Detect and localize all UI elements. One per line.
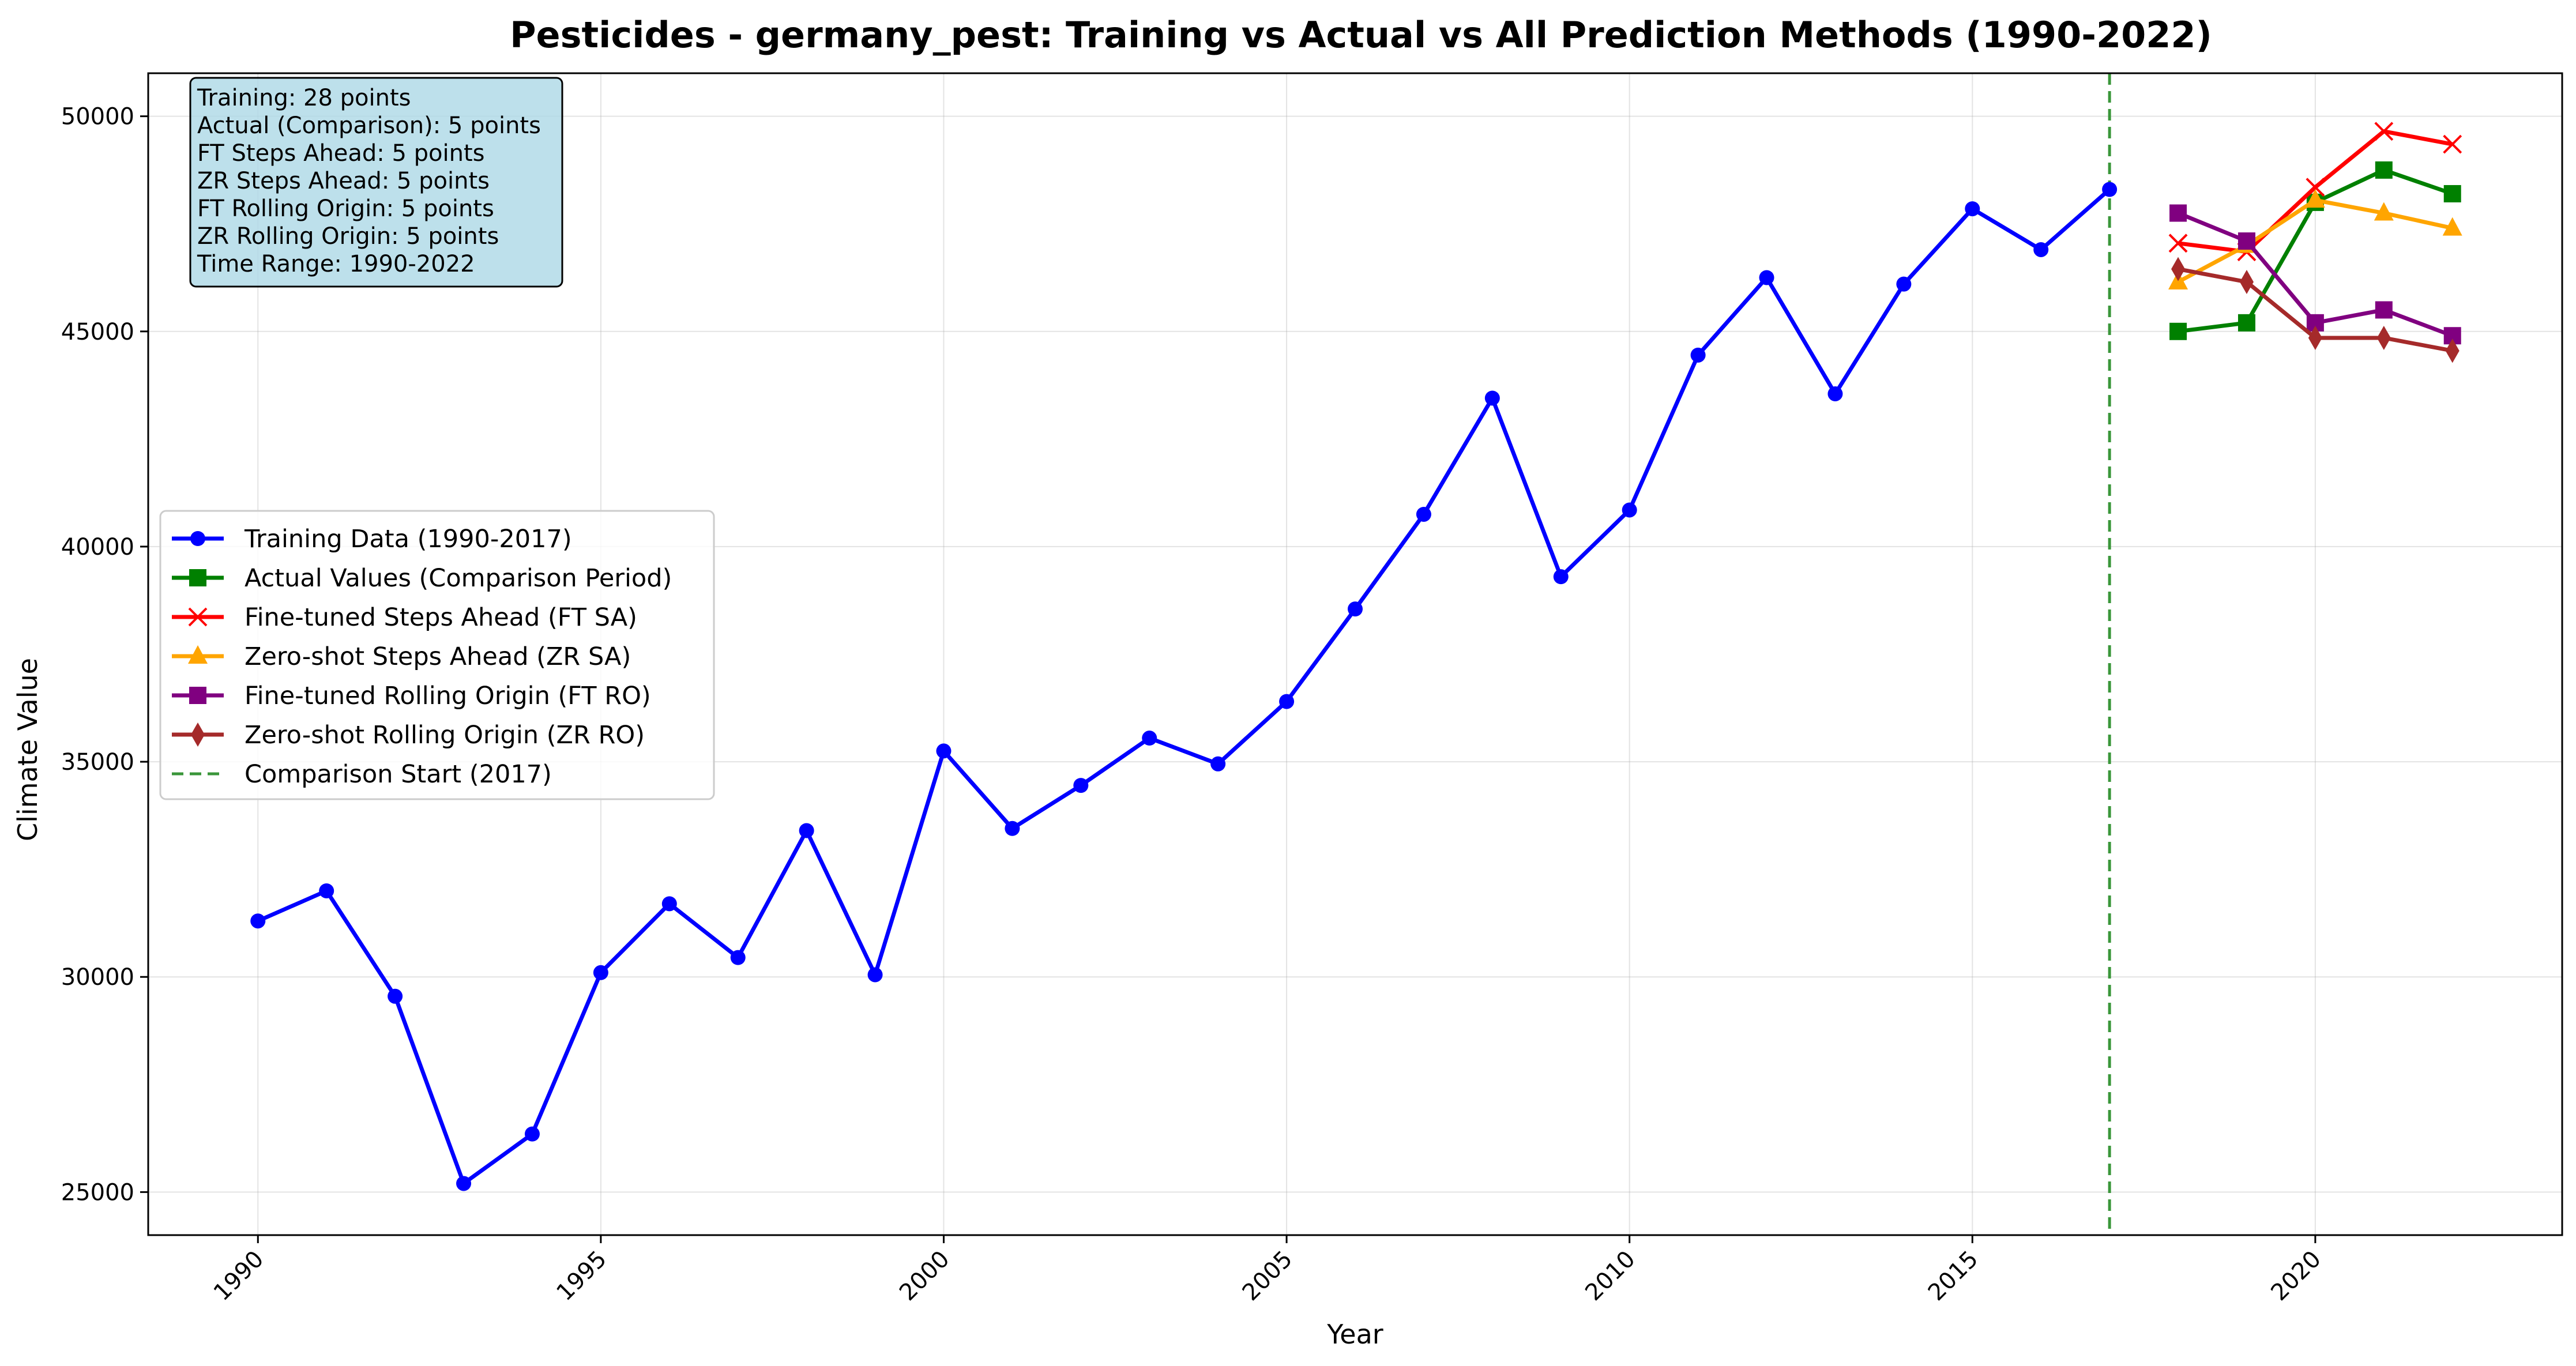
data-point	[593, 965, 608, 980]
legend-label: Fine-tuned Rolling Origin (FT RO)	[245, 682, 651, 710]
legend-entry: Fine-tuned Rolling Origin (FT RO)	[172, 682, 651, 710]
data-point	[1553, 569, 1569, 585]
info-box-line: ZR Steps Ahead: 5 points	[197, 168, 490, 194]
data-point	[1142, 731, 1157, 746]
info-box-line: Time Range: 1990-2022	[197, 251, 475, 277]
legend-label: Zero-shot Steps Ahead (ZR SA)	[245, 642, 631, 671]
legend-label: Training Data (1990-2017)	[244, 525, 572, 554]
data-point	[661, 896, 677, 912]
data-point	[1416, 506, 1431, 522]
y-tick-label: 40000	[61, 534, 134, 560]
data-point	[1690, 347, 1706, 363]
data-point	[524, 1126, 540, 1142]
data-point	[250, 913, 266, 929]
legend-entry: Actual Values (Comparison Period)	[172, 564, 672, 593]
data-point	[2237, 314, 2255, 332]
data-point	[2169, 322, 2187, 340]
data-point	[936, 743, 952, 759]
data-point	[2443, 185, 2461, 202]
x-marker-stroke	[2306, 178, 2325, 197]
data-point	[867, 967, 883, 983]
data-point	[2442, 217, 2462, 236]
legend-label: Actual Values (Comparison Period)	[245, 564, 672, 593]
data-point	[388, 988, 403, 1004]
legend-entry: Zero-shot Rolling Origin (ZR RO)	[172, 721, 645, 750]
data-point	[1279, 694, 1295, 709]
data-point	[2102, 182, 2118, 197]
data-point	[1759, 270, 1774, 285]
legend-label: Zero-shot Rolling Origin (ZR RO)	[245, 721, 645, 750]
legend-marker	[189, 687, 206, 704]
legend-marker	[188, 645, 208, 664]
data-point	[1484, 390, 1500, 406]
legend: Training Data (1990-2017) Actual Values (…	[159, 510, 715, 800]
y-tick-label: 30000	[61, 964, 134, 991]
data-point	[1210, 756, 1226, 772]
data-point	[2169, 204, 2187, 222]
data-point	[1348, 601, 1363, 617]
data-point	[2168, 234, 2188, 253]
y-tick-label: 45000	[61, 319, 134, 345]
legend-marker	[189, 569, 206, 586]
x-marker-stroke	[2168, 234, 2188, 253]
y-tick-label: 35000	[61, 749, 134, 776]
data-point	[456, 1176, 472, 1191]
data-point	[1965, 201, 1980, 217]
data-point	[730, 950, 746, 965]
x-axis-label: Year	[1326, 1319, 1383, 1350]
info-box-line: Training: 28 points	[197, 85, 411, 111]
legend-entry: Comparison Start (2017)	[172, 760, 552, 789]
data-point	[799, 823, 814, 838]
y-tick-label: 50000	[61, 104, 134, 130]
chart-title: Pesticides - germany_pest: Training vs A…	[510, 14, 2212, 56]
info-box-line: ZR Rolling Origin: 5 points	[197, 223, 499, 250]
data-point	[2306, 178, 2325, 197]
series-0	[250, 182, 2118, 1191]
data-point	[2375, 161, 2393, 179]
info-box-line: Actual (Comparison): 5 points	[197, 112, 541, 139]
data-point	[2445, 338, 2460, 363]
plot-frame	[147, 72, 2563, 1236]
data-point	[1827, 386, 1843, 401]
legend-entry: Training Data (1990-2017)	[172, 525, 572, 554]
series-4	[2169, 204, 2461, 345]
x-marker-stroke	[2443, 134, 2462, 154]
data-point	[1005, 821, 1020, 836]
info-box-line: FT Rolling Origin: 5 points	[197, 195, 494, 222]
data-point	[1073, 778, 1089, 793]
x-marker-stroke	[188, 607, 208, 627]
data-point	[2033, 242, 2049, 257]
data-point	[2376, 325, 2391, 350]
legend-label: Fine-tuned Steps Ahead (FT SA)	[245, 603, 637, 632]
data-point	[2239, 269, 2254, 294]
data-point	[2374, 122, 2394, 141]
legend-marker	[191, 722, 205, 747]
legend-marker	[188, 607, 208, 627]
data-point	[2443, 134, 2462, 154]
legend-background	[159, 510, 715, 800]
x-marker-stroke	[2374, 122, 2394, 141]
y-axis-label: Climate Value	[12, 658, 43, 841]
data-point	[2237, 232, 2255, 250]
series-line	[257, 187, 2111, 1186]
data-point	[1622, 502, 1637, 518]
legend-marker	[190, 531, 205, 546]
info-box-background	[189, 77, 563, 288]
data-point	[2374, 202, 2394, 221]
data-point	[319, 883, 334, 898]
data-point	[2305, 189, 2325, 208]
data-point	[2308, 325, 2322, 350]
info-box-line: FT Steps Ahead: 5 points	[197, 140, 485, 167]
legend-entry: Zero-shot Steps Ahead (ZR SA)	[172, 642, 631, 671]
data-point	[2375, 301, 2393, 319]
series-5	[2171, 257, 2460, 363]
y-tick-label: 25000	[61, 1179, 134, 1206]
data-point	[1896, 276, 1912, 292]
legend-entry: Fine-tuned Steps Ahead (FT SA)	[172, 603, 637, 632]
data-point	[2171, 257, 2186, 281]
legend-label: Comparison Start (2017)	[245, 760, 552, 789]
plot-area	[250, 73, 2462, 1235]
